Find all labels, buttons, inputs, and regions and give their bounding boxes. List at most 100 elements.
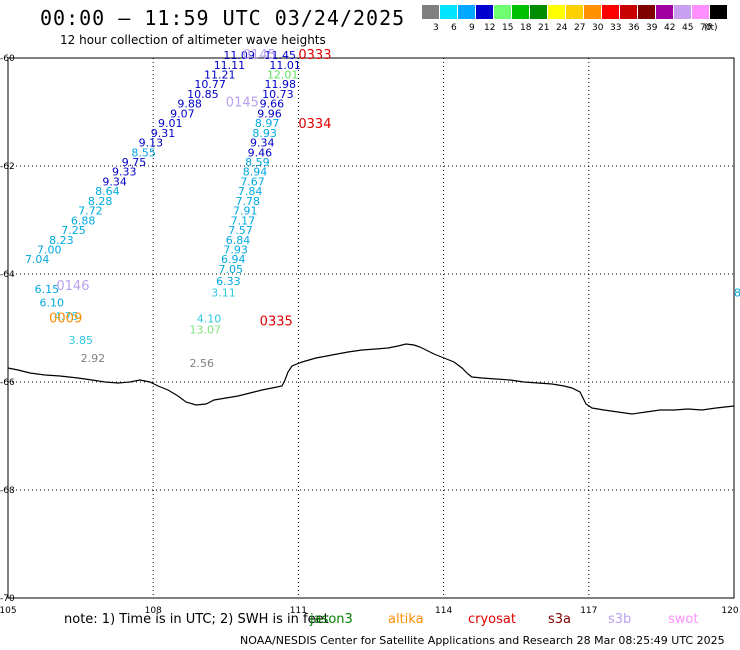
legend-swatch (656, 5, 673, 19)
swh-value: 4.10 (197, 313, 222, 326)
pass-label: 0009 (49, 312, 82, 327)
swh-value: 9.66 (260, 98, 285, 111)
swh-value: 2.92 (81, 352, 106, 365)
y-tick-label: -62 (0, 162, 15, 172)
swh-value: 9.46 (248, 146, 273, 159)
legend-swatch (476, 5, 493, 19)
swh-value: 9.96 (257, 107, 282, 120)
swh-value: 7.93 (223, 243, 248, 256)
legend-swatch (440, 5, 457, 19)
swh-value: 8.23 (49, 234, 74, 247)
swh-value: 6.33 (216, 275, 241, 288)
x-tick-label: 105 (0, 606, 17, 616)
legend-label: 39 (646, 23, 658, 33)
swh-value: 9.33 (112, 166, 137, 179)
y-tick-label: -66 (0, 378, 15, 388)
swh-value: 9.34 (102, 175, 127, 188)
legend-label: 27 (574, 23, 586, 33)
x-tick-label: 117 (580, 606, 597, 616)
page-title: 00:00 – 11:59 UTC 03/24/2025 (40, 6, 406, 30)
legend-swatch (584, 5, 601, 19)
swh-value: 12.01 (267, 69, 299, 82)
swh-value: 11.45 (265, 49, 297, 62)
swh-value: 8.28 (88, 195, 113, 208)
satellite-name: jason3 (310, 612, 353, 627)
legend-label: 6 (451, 23, 457, 33)
x-tick-label: 114 (435, 606, 452, 616)
swh-value: 7.72 (78, 205, 103, 218)
pass-label: 0146 (56, 279, 89, 294)
legend-label: 33 (610, 23, 622, 33)
swh-value: 6.94 (221, 253, 246, 266)
swh-value: 13.07 (190, 323, 222, 336)
legend-swatch (494, 5, 511, 19)
swh-value: 2.56 (190, 357, 215, 370)
swh-value: 9.31 (151, 127, 176, 140)
legend-label: 12 (484, 23, 496, 33)
pass-label: 0145 (226, 96, 259, 111)
legend-label: 45 (682, 23, 694, 33)
y-tick-label: -60 (0, 54, 15, 64)
legend-swatch (512, 5, 529, 19)
legend-swatch (602, 5, 619, 19)
swh-value: 9.07 (170, 107, 195, 120)
pass-labels: 0333 0334 0335 0145 0145 0146 0009 (49, 48, 331, 329)
legend-label: 42 (664, 23, 676, 33)
legend-swatch (458, 5, 475, 19)
antarctic-coastline (7, 343, 735, 415)
satellite-name: swot (668, 612, 699, 627)
swh-value: 8.97 (255, 117, 280, 130)
swh-value: 7.00 (37, 243, 62, 256)
swh-value: 3.11 (211, 287, 236, 300)
legend-label: 15 (502, 23, 514, 33)
swh-value: 10.85 (187, 88, 219, 101)
legend-swatch (566, 5, 583, 19)
legend-swatch (548, 5, 565, 19)
x-tick-label: 111 (290, 606, 307, 616)
page-subtitle: 12 hour collection of altimeter wave hei… (60, 33, 326, 47)
swh-value: 3.85 (69, 334, 94, 347)
satellite-name: s3a (548, 612, 572, 627)
legend-swatch (422, 5, 439, 19)
swh-value: 7.84 (238, 185, 263, 198)
wave-height-observations: 11.0911.1111.2110.7710.859.889.079.019.3… (25, 49, 740, 370)
swh-value: 8.55 (131, 146, 156, 159)
swh-value: 9.13 (139, 137, 164, 150)
swh-value: 11.09 (223, 49, 255, 62)
swh-value: 7.05 (219, 263, 244, 276)
swh-value: 9.88 (177, 98, 202, 111)
legend-swatch (530, 5, 547, 19)
pass-label: 0334 (298, 117, 331, 132)
satellite-name: altika (388, 612, 424, 627)
y-tick-label: -68 (0, 486, 15, 496)
credit-line: NOAA/NESDIS Center for Satellite Applica… (240, 634, 725, 647)
swh-value: 10.77 (194, 78, 226, 91)
swh-value: 7.78 (235, 195, 259, 208)
legend-swatch (692, 5, 709, 19)
legend-swatch (638, 5, 655, 19)
swh-value: 4.75 (54, 310, 78, 323)
legend-label: 9 (469, 23, 475, 33)
swh-value: 8.2 (734, 287, 740, 300)
swh-value: 9.75 (122, 156, 146, 169)
swh-value: 6.88 (71, 214, 96, 227)
swh-value: 7.91 (233, 205, 258, 218)
pass-label: 0335 (260, 314, 293, 329)
swh-value: 9.01 (158, 117, 183, 130)
legend-label: 36 (628, 23, 640, 33)
pass-label: 0333 (298, 48, 331, 63)
swh-value: 11.11 (214, 59, 246, 72)
swh-value: 7.67 (240, 175, 265, 188)
swh-value: 6.10 (39, 296, 64, 309)
legend-label: 70 (700, 23, 712, 33)
pass-label: 0145 (243, 48, 276, 63)
swh-value: 8.59 (245, 156, 270, 169)
swh-value: 8.64 (95, 185, 120, 198)
legend-label: 30 (592, 23, 604, 33)
swh-value: 6.15 (35, 283, 60, 296)
x-tick-label: 108 (145, 606, 162, 616)
legend-unit: (ft) (704, 23, 718, 33)
footnote: note: 1) Time is in UTC; 2) SWH is in fe… (64, 612, 329, 627)
y-tick-label: -70 (0, 594, 15, 604)
